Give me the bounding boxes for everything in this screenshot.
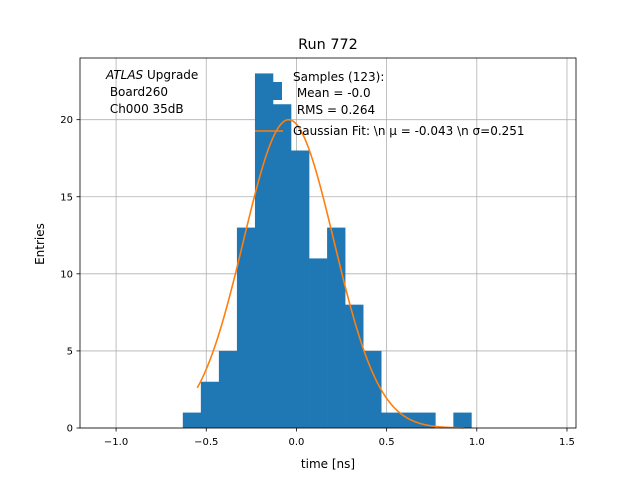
axis-ticks: −1.0 −0.5 0.0 0.5 1.0 1.5 0 5 10 15 20	[60, 115, 575, 448]
y-tick-label: 15	[60, 192, 73, 203]
y-tick-label: 20	[60, 115, 73, 126]
histogram-bar	[254, 73, 274, 429]
legend: Samples (123): Mean = -0.0 RMS = 0.264 G…	[255, 70, 525, 138]
x-tick-label: −0.5	[194, 437, 218, 448]
histogram-bar	[291, 150, 310, 428]
axes-frame	[79, 57, 577, 429]
annotation-line-1: ATLAS Upgrade	[105, 68, 198, 82]
x-axis-label: time [ns]	[301, 457, 355, 471]
histogram-bar	[218, 350, 238, 428]
annotation-line-3: Ch000 35dB	[106, 102, 184, 116]
y-tick-label: 10	[60, 269, 73, 280]
histogram-bar	[236, 227, 256, 428]
y-tick-label: 5	[67, 346, 73, 357]
histogram-bar	[272, 104, 292, 428]
histogram-bar	[453, 412, 472, 428]
chart-title: Run 772	[298, 37, 358, 53]
x-tick-label: 1.0	[469, 437, 485, 448]
x-tick-label: −1.0	[104, 437, 128, 448]
histogram-bar	[381, 412, 400, 428]
histogram-bar	[345, 304, 364, 428]
atlas-annotation: ATLAS Upgrade Board260 Ch000 35dB	[105, 68, 198, 116]
legend-hist-rms: RMS = 0.264	[293, 103, 375, 117]
histogram-bars	[182, 73, 472, 429]
legend-hist-title: Samples (123):	[293, 70, 384, 84]
x-tick-label: 0.5	[379, 437, 395, 448]
annotation-atlas: ATLAS	[105, 68, 144, 82]
x-tick-label: 0.0	[288, 437, 304, 448]
histogram-bar	[200, 381, 220, 428]
histogram-bar	[363, 350, 382, 428]
legend-fit-label: Gaussian Fit: \n μ = -0.043 \n σ=0.251	[293, 124, 525, 138]
y-tick-label: 0	[67, 424, 73, 435]
gaussian-fit-curve	[196, 118, 465, 429]
histogram-bar	[327, 227, 346, 428]
y-axis-label: Entries	[33, 223, 47, 265]
histogram-bar	[182, 412, 202, 428]
annotation-upgrade: Upgrade	[143, 68, 198, 82]
legend-hist-mean: Mean = -0.0	[293, 86, 371, 100]
x-tick-label: 1.5	[559, 437, 575, 448]
legend-hist-swatch	[255, 82, 282, 100]
annotation-line-2: Board260	[106, 85, 168, 99]
histogram-bar	[309, 258, 328, 428]
